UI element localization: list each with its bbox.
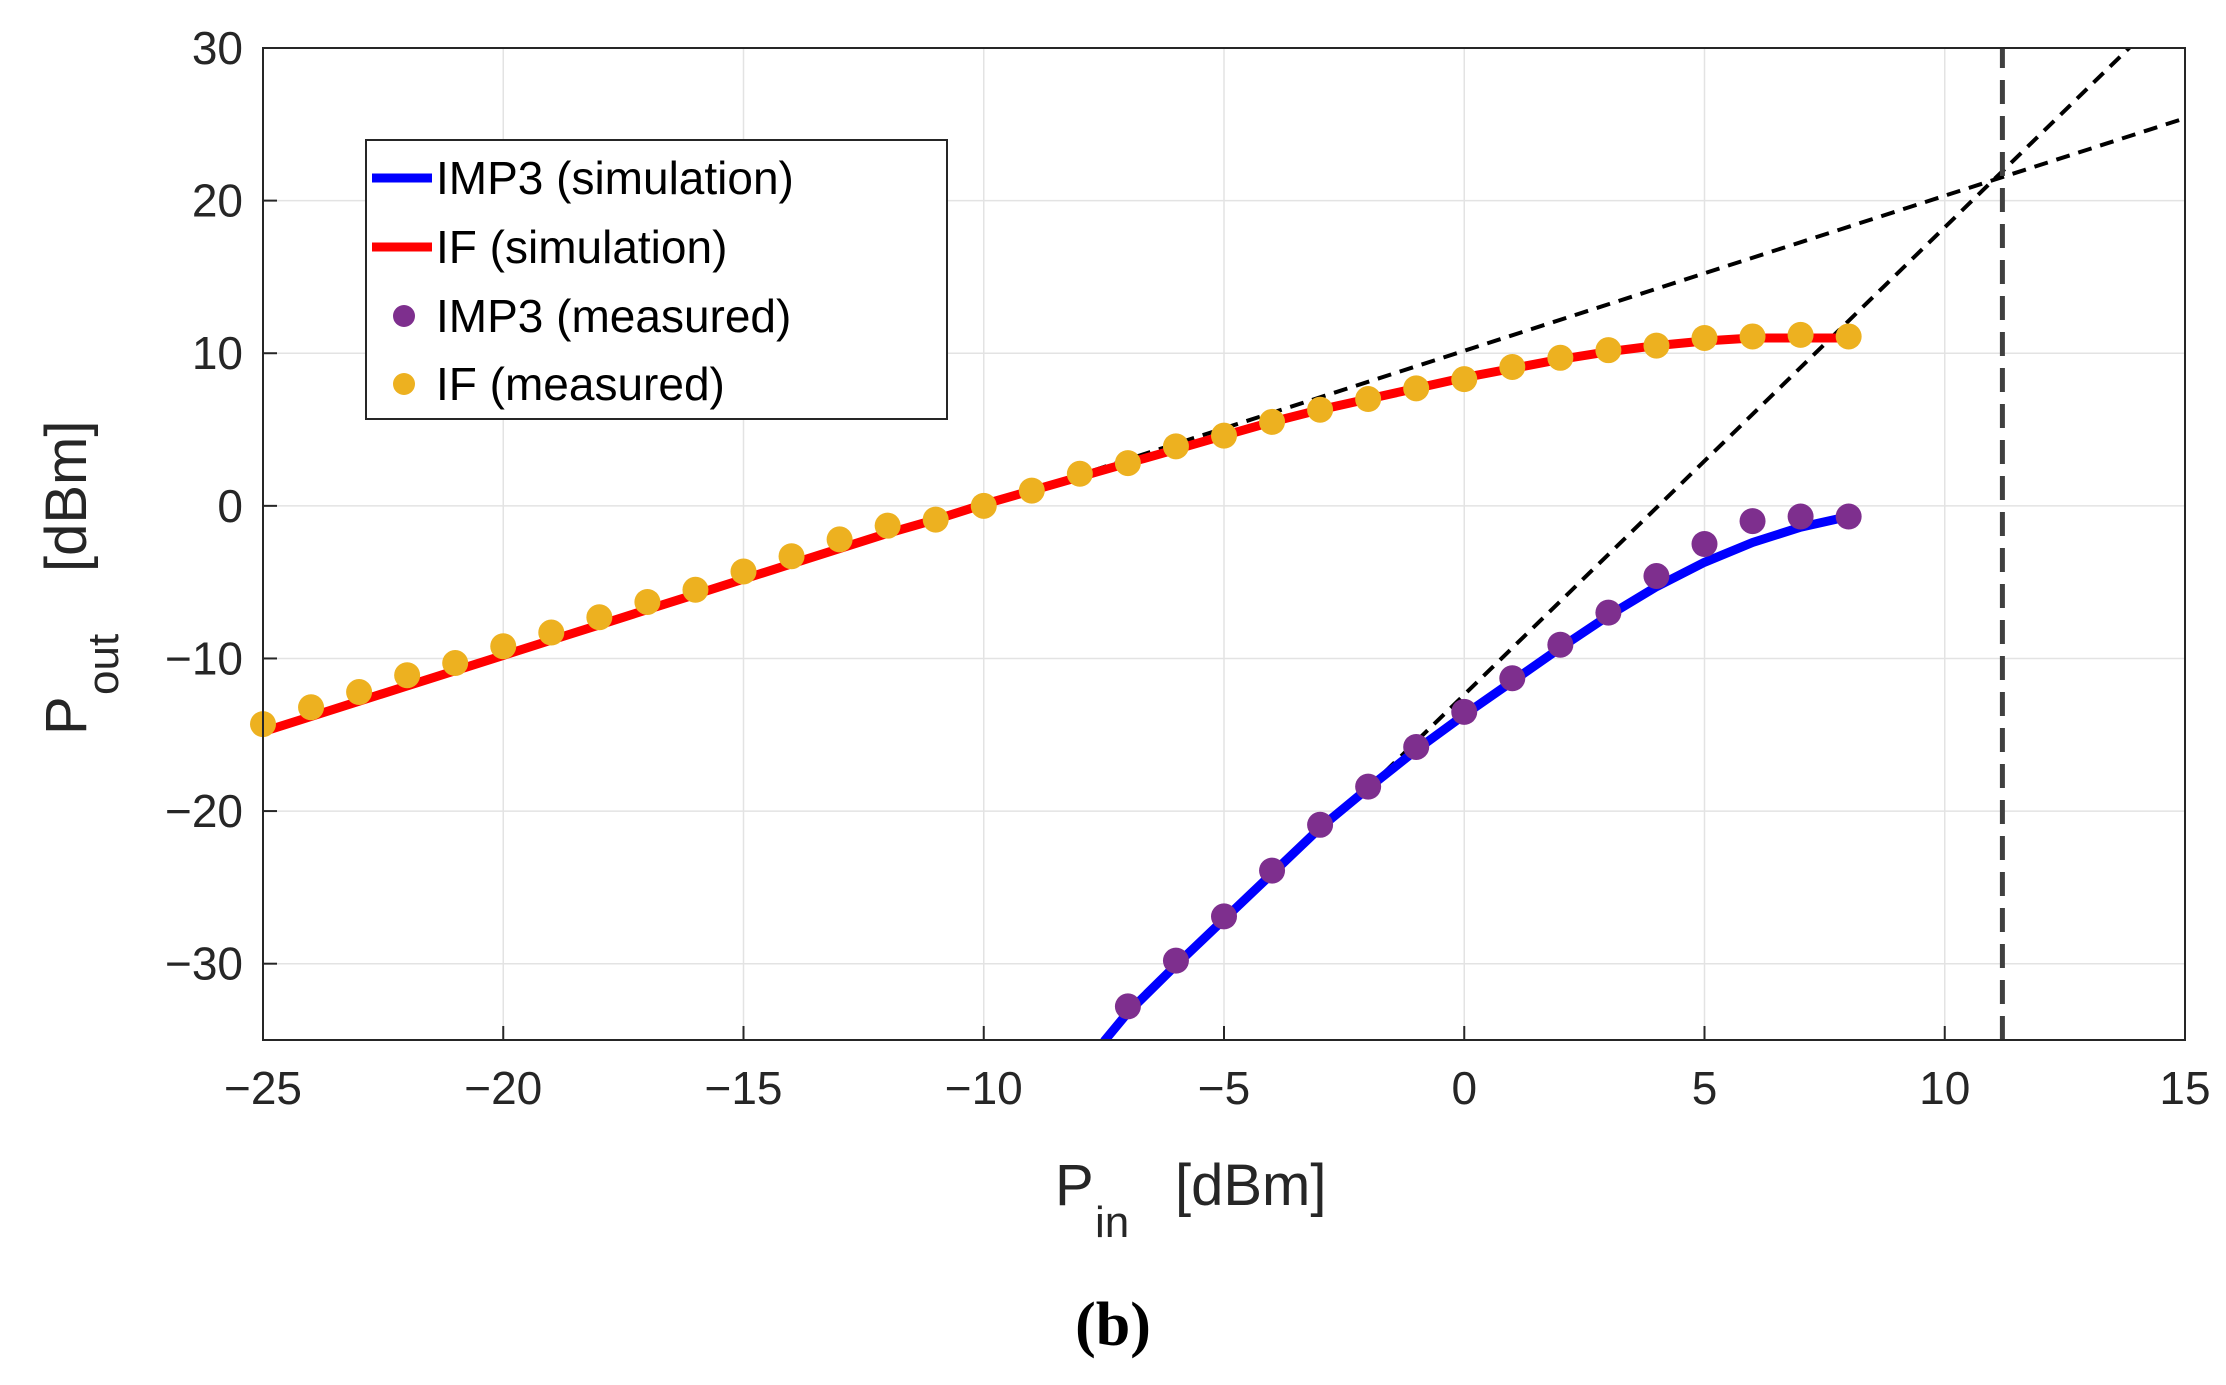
if-simulation-line (263, 333, 1849, 736)
if-measured-point (682, 576, 709, 603)
if-measured-point (826, 526, 853, 553)
if-measured-point (1162, 433, 1189, 460)
imp3-measured-point (1787, 503, 1814, 530)
y-axis-label: P out [dBm] (34, 421, 128, 736)
if-measured-point (1739, 323, 1766, 350)
imp3-measured-point (1162, 947, 1189, 974)
y-tick-label: −20 (165, 785, 243, 837)
legend-box (365, 139, 948, 420)
imp3-simulation-line (1100, 512, 1850, 1040)
if-measured-point (586, 604, 613, 631)
legend: IMP3 (simulation) IF (simulation) IMP3 (… (365, 139, 948, 420)
ticks: −25 −20 −15 −10 −5 0 5 10 15 −30 −20 −10 0 10 20 30 (165, 22, 2211, 1114)
x-tick-label: 10 (1919, 1062, 1970, 1114)
imp3-measured-point (1835, 503, 1862, 530)
imp3-measured-point (1739, 508, 1766, 535)
if-measured-point (1787, 321, 1814, 348)
if-measured-point (634, 588, 661, 615)
y-axis-label-unit: [dBm] (34, 421, 99, 573)
if-measured-point (538, 619, 565, 646)
legend-label-if-sim: IF (simulation) (436, 221, 727, 273)
imp3-measured-point (1114, 993, 1141, 1020)
if-measured-point (1835, 323, 1862, 350)
y-tick-label: −10 (165, 632, 243, 684)
x-axis-label: P in [dBm] (1055, 1153, 1327, 1247)
if-measured-point (346, 679, 373, 706)
x-axis-label-sub: in (1095, 1198, 1129, 1247)
if-measured-point (970, 492, 997, 519)
x-tick-label: −20 (464, 1062, 542, 1114)
imp3-measured-point (1259, 857, 1286, 884)
if-measured-point (1499, 353, 1526, 380)
plot-frame (262, 47, 2186, 1041)
imp3-measured-point (1451, 698, 1478, 725)
if-measured-point (1547, 344, 1574, 371)
imp3-measured-point (1355, 773, 1382, 800)
imp3-measured-point (1643, 563, 1670, 590)
if-measured-point (922, 506, 949, 533)
imp3-extrapolation-line (1366, 48, 2132, 790)
x-axis-label-main: P (1055, 1153, 1094, 1218)
imp3-measured-point (1307, 811, 1334, 838)
legend-label-if-meas: IF (measured) (436, 358, 725, 410)
if-measured-point (778, 543, 805, 570)
legend-label-imp3-meas: IMP3 (measured) (436, 290, 791, 342)
y-tick-label: 10 (192, 327, 243, 379)
x-tick-label: −15 (704, 1062, 782, 1114)
y-tick-label: 0 (217, 480, 243, 532)
if-measured-point (1403, 375, 1430, 402)
if-measured-point (874, 512, 901, 539)
imp3-measured-point (1403, 733, 1430, 760)
x-tick-label: −10 (945, 1062, 1023, 1114)
if-measured-point (1595, 337, 1622, 364)
if-measured-point (442, 650, 469, 677)
x-tick-label: −5 (1198, 1062, 1250, 1114)
if-measured-point (1066, 460, 1093, 487)
imp3-measured-point (1691, 531, 1718, 557)
y-tick-label: 20 (192, 175, 243, 227)
if-measured-point (298, 694, 325, 721)
if-measured-point (1211, 422, 1237, 449)
figure-caption: (b) (1075, 1291, 1151, 1359)
imp3-measured-point (1547, 631, 1574, 658)
imp3-measured-point (1595, 599, 1622, 626)
legend-marker-imp3-meas (393, 305, 415, 327)
y-tick-label: −30 (165, 938, 243, 990)
if-measured-point (730, 558, 757, 585)
series-group (250, 48, 2185, 1040)
x-tick-label: 15 (2159, 1062, 2210, 1114)
imp3-measured-point (1499, 665, 1526, 692)
x-axis-label-unit: [dBm] (1175, 1153, 1327, 1218)
y-axis-label-sub: out (79, 634, 128, 695)
x-tick-label: 0 (1451, 1062, 1477, 1114)
if-measured-point (1307, 396, 1334, 423)
legend-label-imp3-sim: IMP3 (simulation) (436, 152, 794, 204)
if-measured-point (1691, 324, 1718, 351)
x-tick-label: −25 (224, 1062, 302, 1114)
y-axis-label-main: P (34, 696, 99, 735)
if-measured-point (1355, 386, 1382, 413)
if-measured-point (1114, 450, 1141, 477)
y-tick-label: 30 (192, 22, 243, 74)
legend-marker-if-meas (393, 373, 415, 395)
if-measured-point (1451, 366, 1478, 393)
if-measured-point (1018, 477, 1045, 504)
imp3-measured-point (1211, 903, 1237, 930)
x-tick-label: 5 (1692, 1062, 1718, 1114)
if-measured-point (490, 633, 517, 660)
if-measured-point (1643, 332, 1670, 359)
if-measured-point (1259, 408, 1286, 435)
if-measured-point (394, 662, 421, 689)
grid (262, 47, 2186, 1040)
